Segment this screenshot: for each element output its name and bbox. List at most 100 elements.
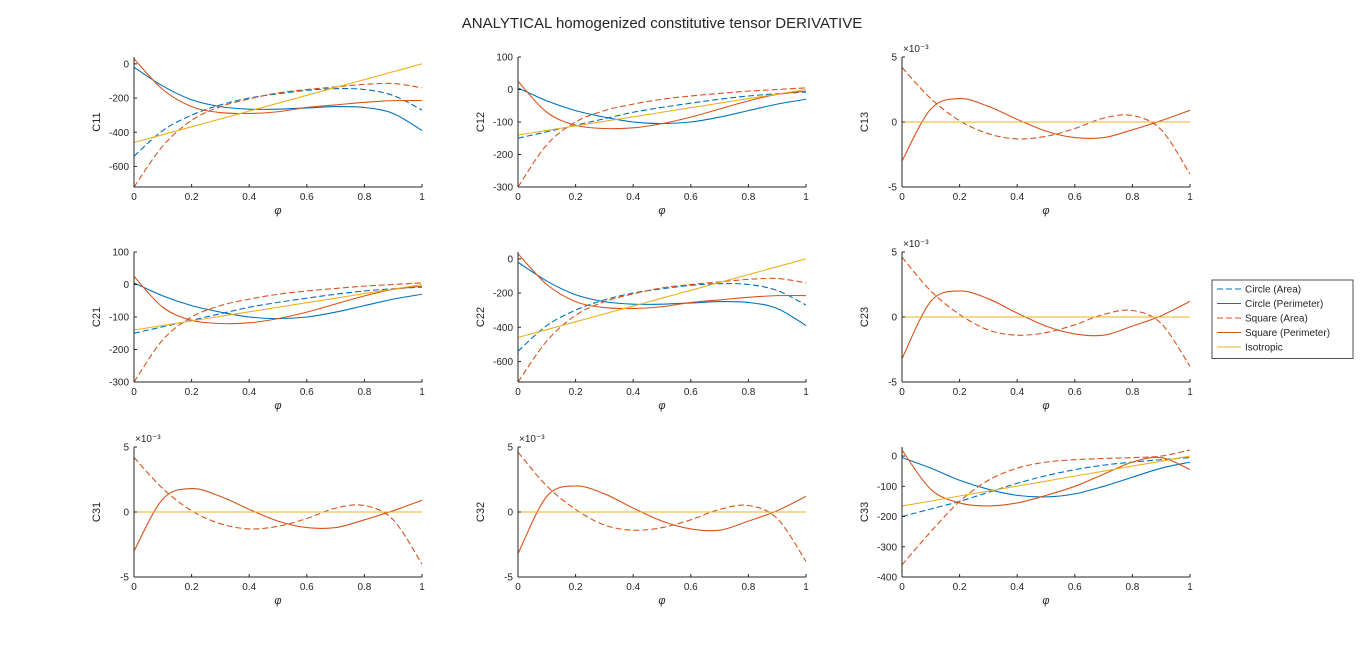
y-tick-label: 100 [112,248,129,259]
y-tick-label: 0 [507,85,513,96]
x-tick-label: 0.2 [569,192,583,203]
subplot-c21: 0 0.2 0.4 0.6 0.8 1 -300 -200 -100 0 100 φ C21 [91,248,425,413]
series-line-square-perimeter [902,98,1190,162]
x-tick-label: 0.2 [569,387,583,398]
x-tick-label: 0.4 [1010,387,1024,398]
x-axis-label: φ [274,595,281,607]
y-tick-label: 0 [123,59,129,70]
y-tick-label: -400 [109,128,129,139]
x-tick-label: 0 [899,387,905,398]
legend: Circle (Area) Circle (Perimeter) Square (A… [1211,279,1354,359]
x-tick-label: 0.6 [684,387,698,398]
x-axis-label: φ [658,205,665,217]
y-tick-label: 5 [507,443,513,454]
y-exponent-label: ×10⁻³ [903,44,929,55]
y-tick-label: -5 [888,183,897,194]
x-tick-label: 0.6 [1068,582,1082,593]
y-tick-label: 0 [507,254,513,265]
x-tick-label: 0 [131,192,137,203]
y-tick-label: -200 [109,94,129,105]
series-line-square-area [518,277,806,382]
x-tick-label: 0.2 [953,387,967,398]
x-tick-label: 1 [1187,192,1193,203]
x-tick-label: 0.6 [300,387,314,398]
x-axis-label: φ [1042,400,1049,412]
x-tick-label: 0 [131,582,137,593]
y-tick-label: 5 [891,248,897,259]
series-group [134,58,422,187]
x-tick-label: 1 [419,582,425,593]
y-axis-label: C13 [859,112,871,132]
x-tick-label: 0 [899,582,905,593]
y-tick-label: 0 [123,280,129,291]
y-tick-label: 5 [123,443,129,454]
subplot-grid: 0 0.2 0.4 0.6 0.8 1 -600 -400 -200 0 φ C11 0 0.2 0.4 0.… [91,44,1193,607]
y-axis-label: C33 [859,502,871,522]
x-tick-label: 0.8 [741,387,755,398]
x-tick-label: 0 [131,387,137,398]
x-tick-label: 0.6 [684,582,698,593]
series-group [902,256,1190,367]
y-axis-label: C32 [475,502,487,522]
x-tick-label: 0.6 [300,582,314,593]
x-tick-label: 0.8 [357,192,371,203]
series-line-square-area [134,82,422,187]
series-line-square-area [902,449,1190,566]
x-tick-label: 0 [515,582,521,593]
y-tick-label: 100 [496,53,513,64]
x-tick-label: 0.2 [953,192,967,203]
y-exponent-label: ×10⁻³ [903,239,929,250]
x-axis-label: φ [274,400,281,412]
x-tick-label: 1 [803,582,809,593]
series-line-circle-perimeter [902,457,1190,498]
y-tick-label: -5 [120,573,129,584]
legend-entry: Square (Area) [1217,314,1308,325]
series-line-square-perimeter [134,276,422,325]
legend-label: Square (Area) [1245,314,1308,325]
y-tick-label: -200 [493,150,513,161]
x-tick-label: 0.4 [242,387,256,398]
series-line-square-perimeter [134,58,422,115]
y-axis-label: C12 [475,112,487,132]
series-line-square-perimeter [134,488,422,552]
y-axis-label: C22 [475,307,487,327]
y-tick-label: -100 [877,482,897,493]
y-tick-label: -200 [493,289,513,300]
subplot-c33: 0 0.2 0.4 0.6 0.8 1 -400 -300 -200 -100 0 φ C33 [859,447,1193,607]
series-line-square-area [518,451,806,562]
x-axis-label: φ [1042,595,1049,607]
series-line-isotropic [518,258,806,339]
y-tick-label: -300 [493,183,513,194]
y-axis-label: C21 [91,307,103,327]
series-line-circle-area [134,88,422,157]
y-tick-label: -100 [493,118,513,129]
y-axis-label: C11 [91,112,103,131]
legend-entry: Square (Perimeter) [1217,328,1330,339]
x-tick-label: 0.2 [185,582,199,593]
series-line-isotropic [518,88,806,136]
x-tick-label: 0.6 [1068,387,1082,398]
y-tick-label: -5 [504,573,513,584]
x-tick-label: 0 [515,192,521,203]
y-tick-label: 5 [891,53,897,64]
y-tick-label: -400 [493,323,513,334]
series-line-isotropic [902,455,1190,507]
x-tick-label: 1 [803,387,809,398]
x-axis-label: φ [658,595,665,607]
y-tick-label: 0 [891,313,897,324]
x-tick-label: 1 [419,387,425,398]
series-line-circle-area [902,457,1190,518]
series-line-circle-area [518,283,806,352]
x-tick-label: 0.4 [242,582,256,593]
series-line-square-area [902,67,1190,175]
x-tick-label: 1 [1187,582,1193,593]
subplot-c12: 0 0.2 0.4 0.6 0.8 1 -300 -200 -100 0 100 φ C12 [475,53,809,218]
y-tick-label: -600 [109,162,129,173]
series-group [518,451,806,562]
legend-entry: Circle (Area) [1217,285,1301,296]
series-group [902,67,1190,175]
